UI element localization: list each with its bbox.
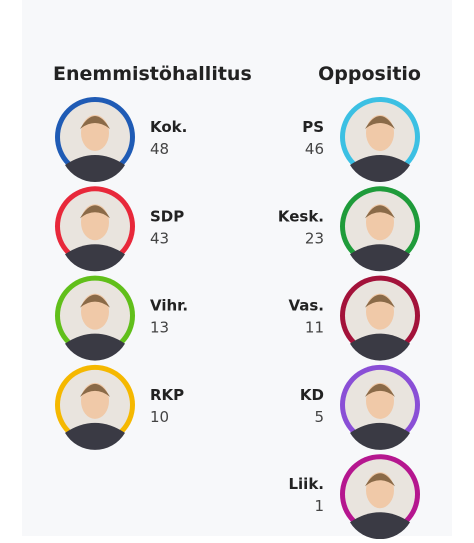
party-seats: 43 (150, 229, 169, 247)
party-name: Kok. (150, 118, 187, 136)
portrait-hair (80, 294, 110, 308)
party-name: RKP (150, 386, 184, 404)
party-seats: 11 (305, 319, 324, 337)
party-portrait (340, 454, 420, 540)
portrait-shoulders (350, 512, 410, 540)
party-seats: 5 (314, 408, 324, 426)
portrait-shoulders (350, 155, 410, 182)
party-portrait (55, 186, 135, 272)
portrait-shoulders (65, 422, 125, 450)
party-seats: 1 (314, 497, 324, 515)
party-portrait (340, 97, 420, 182)
party-name: Kesk. (278, 207, 324, 225)
portrait-hair (365, 205, 395, 219)
portrait-shoulders (350, 422, 410, 450)
party-seats: 48 (150, 140, 169, 158)
portrait-hair (80, 116, 110, 129)
portrait-hair (365, 473, 395, 487)
party-seats: 10 (150, 408, 169, 426)
party-name: KD (300, 386, 324, 404)
portrait-hair (80, 205, 110, 219)
party-name: Vihr. (150, 297, 188, 315)
party-seats: 46 (305, 140, 324, 158)
party-seats: 23 (305, 229, 324, 247)
portrait-hair (80, 383, 110, 397)
portrait-shoulders (65, 244, 125, 272)
portrait-shoulders (350, 244, 410, 272)
portrait-shoulders (350, 333, 410, 361)
party-name: Vas. (288, 297, 324, 315)
party-seats: 13 (150, 319, 169, 337)
party-name: Liik. (288, 475, 324, 493)
group-title: Oppositio (318, 63, 421, 85)
party-name: PS (302, 118, 324, 136)
party-portrait (55, 275, 135, 361)
party-name: SDP (150, 207, 184, 225)
portrait-shoulders (65, 155, 125, 182)
party-portrait (340, 275, 420, 361)
portrait-hair (365, 383, 395, 397)
group-title: Enemmistöhallitus (53, 63, 252, 85)
party-portrait (55, 97, 135, 182)
party-portrait (340, 364, 420, 450)
portrait-shoulders (65, 333, 125, 361)
party-portrait (55, 364, 135, 450)
party-portrait (340, 186, 420, 272)
portrait-hair (365, 116, 395, 129)
portrait-hair (365, 294, 395, 308)
